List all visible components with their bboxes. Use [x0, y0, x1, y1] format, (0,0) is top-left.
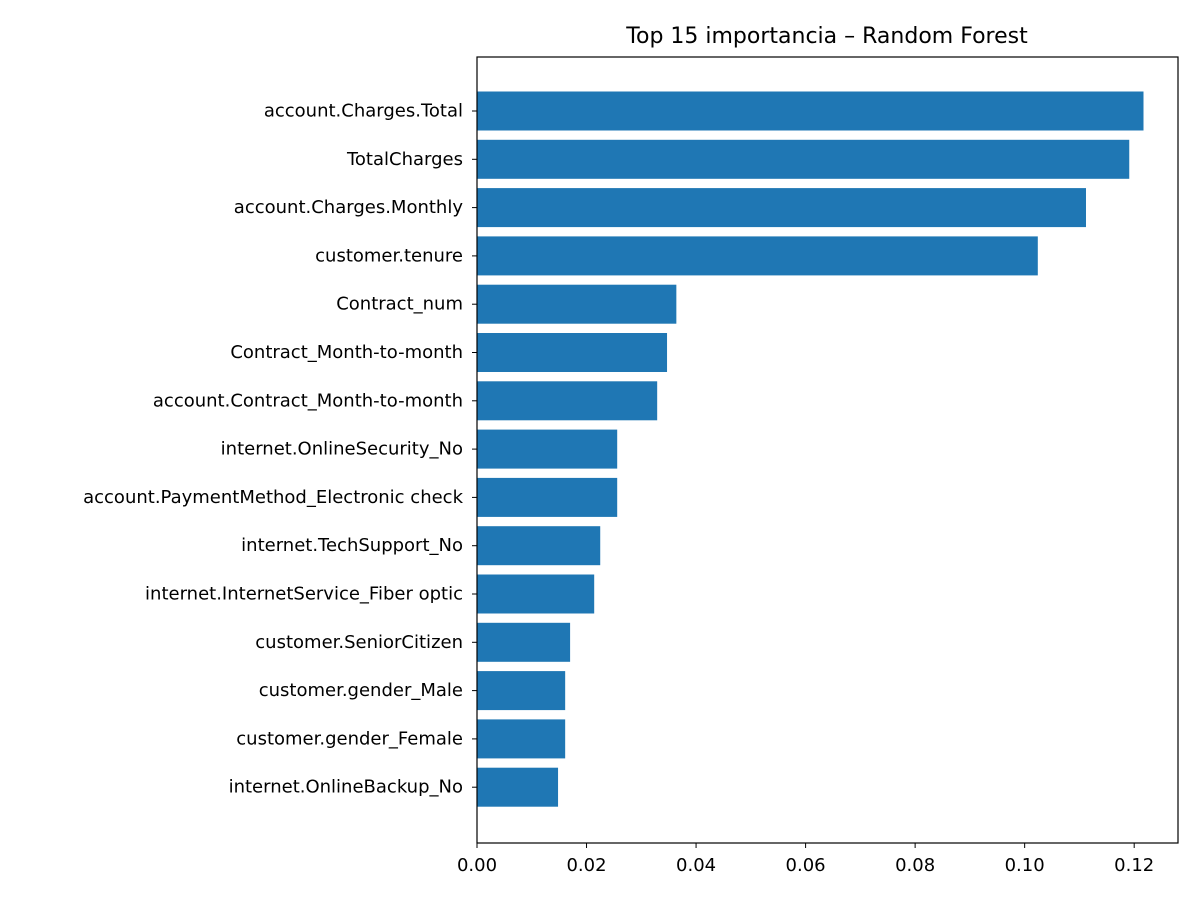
- category-label: account.Contract_Month-to-month: [153, 390, 463, 411]
- bar: [477, 381, 658, 421]
- plot-frame: [476, 56, 1179, 844]
- bar: [477, 333, 668, 372]
- x-tick-label: 0.12: [1114, 855, 1154, 876]
- x-tick-label: 0.10: [1005, 855, 1045, 876]
- category-label: customer.tenure: [315, 245, 463, 266]
- category-label: internet.TechSupport_No: [241, 535, 463, 556]
- x-tick-label: 0.06: [786, 855, 826, 876]
- x-tick-label: 0.02: [566, 855, 606, 876]
- category-label: account.PaymentMethod_Electronic check: [83, 487, 463, 508]
- bar: [477, 236, 1038, 276]
- bar: [477, 139, 1130, 179]
- bar: [477, 429, 618, 469]
- bar: [477, 188, 1086, 228]
- category-label: TotalCharges: [346, 149, 463, 170]
- category-labels: account.Charges.Total TotalCharges account…: [83, 101, 477, 798]
- bar: [477, 526, 601, 566]
- bar: [477, 622, 571, 662]
- chart-title: Top 15 importancia – Random Forest: [625, 24, 1028, 49]
- category-label: Contract_Month-to-month: [230, 342, 463, 363]
- bar: [477, 91, 1144, 131]
- bar: [477, 767, 559, 807]
- bar: [477, 671, 566, 711]
- x-tick-label: 0.00: [457, 855, 497, 876]
- category-label: customer.SeniorCitizen: [255, 632, 463, 653]
- category-label: internet.OnlineBackup_No: [229, 777, 463, 798]
- bar: [477, 719, 566, 759]
- bars-layer: [477, 91, 1144, 807]
- category-label: account.Charges.Monthly: [234, 197, 464, 218]
- x-tick-label: 0.04: [676, 855, 716, 876]
- bar: [477, 477, 618, 517]
- category-label: Contract_num: [336, 294, 463, 315]
- x-tick-label: 0.08: [895, 855, 935, 876]
- x-axis-ticks: 0.00 0.02 0.04 0.06 0.08 0.10 0.12: [457, 843, 1154, 876]
- category-label: internet.InternetService_Fiber optic: [145, 584, 463, 605]
- category-label: internet.OnlineSecurity_No: [221, 439, 463, 460]
- category-label: customer.gender_Female: [236, 728, 463, 749]
- bar: [477, 574, 595, 614]
- category-label: account.Charges.Total: [264, 101, 463, 122]
- category-label: customer.gender_Male: [259, 680, 463, 701]
- bar: [477, 284, 677, 324]
